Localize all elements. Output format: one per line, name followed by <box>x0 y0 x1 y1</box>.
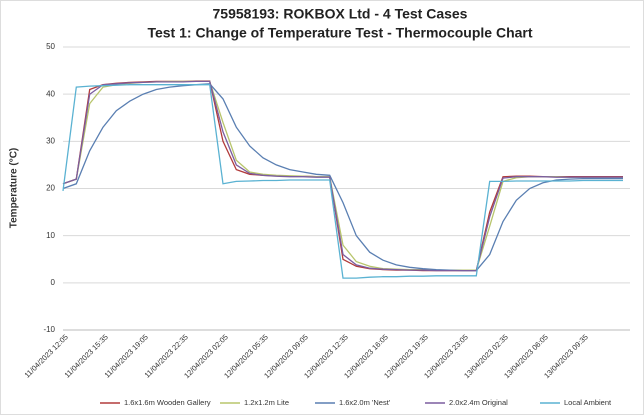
y-tick-label: 30 <box>46 136 55 145</box>
series-line <box>62 84 623 279</box>
chart-title: 75958193: ROKBOX Ltd - 4 Test Cases <box>213 6 468 22</box>
y-tick-label: 50 <box>46 42 55 51</box>
series-line <box>62 83 623 272</box>
legend-label: 2.0x2.4m Original <box>449 398 508 407</box>
series-line <box>62 80 623 272</box>
y-tick-label: 20 <box>46 184 55 193</box>
y-tick-label: 0 <box>51 278 56 287</box>
y-tick-label: 10 <box>46 231 55 240</box>
y-tick-label: 40 <box>46 89 55 98</box>
chart-subtitle: Test 1: Change of Temperature Test - The… <box>147 25 532 41</box>
y-axis-label: Temperature (°C) <box>9 148 20 229</box>
legend-label: Local Ambient <box>564 398 612 407</box>
legend-label: 1.2x1.2m Lite <box>244 398 289 407</box>
legend-label: 1.6x2.0m 'Nest' <box>339 398 391 407</box>
legend-label: 1.6x1.6m Wooden Gallery <box>124 398 211 407</box>
y-tick-label: -10 <box>43 325 55 334</box>
